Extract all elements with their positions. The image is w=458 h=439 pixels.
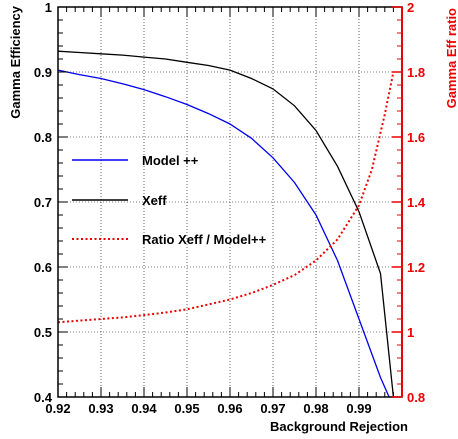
series-line-ratio — [57, 71, 395, 324]
y-tick-label: 0.4 — [34, 390, 53, 405]
x-tick-label: 0.94 — [131, 401, 157, 416]
y2-tick-label: 1 — [407, 325, 414, 340]
y2-tick-label: 1.2 — [407, 260, 425, 275]
tick-labels: 0.92 0.93 0.94 0.95 0.96 0.97 0.98 0.990.40.50.… — [34, 0, 426, 416]
x-tick-label: 0.98 — [303, 401, 328, 416]
y-tick-label: 0.5 — [34, 325, 52, 340]
x-tick-label: 0.95 — [174, 401, 199, 416]
legend-label-xeff: Xeff — [142, 193, 167, 208]
x-tick-label: 0.92 — [45, 401, 70, 416]
y-tick-label: 0.9 — [34, 65, 52, 80]
legend-label-ratio: Ratio Xeff / Model++ — [142, 232, 267, 247]
y-axis-title: Gamma Efficiency — [8, 5, 23, 118]
legend: Model ++ Xeff Ratio Xeff / Model++ — [72, 153, 267, 247]
y-tick-label: 1 — [45, 0, 52, 15]
ticks — [57, 6, 402, 398]
series-layer — [57, 50, 395, 398]
y2-tick-label: 2 — [407, 0, 414, 15]
grid — [58, 7, 402, 397]
series-line-xeff — [57, 50, 395, 398]
x-tick-label: 0.93 — [88, 401, 113, 416]
legend-label-model: Model ++ — [142, 153, 199, 168]
y2-tick-label: 1.8 — [407, 65, 425, 80]
y2-tick-label: 1.4 — [407, 195, 426, 210]
y-tick-label: 0.6 — [34, 260, 52, 275]
x-axis-title: Background Rejection — [270, 419, 408, 434]
y-tick-label: 0.7 — [34, 195, 52, 210]
x-tick-label: 0.97 — [260, 401, 285, 416]
y-tick-label: 0.8 — [34, 130, 52, 145]
x-tick-label: 0.96 — [217, 401, 242, 416]
x-tick-label: 0.99 — [346, 401, 371, 416]
y2-axis-title: Gamma Eff ratio — [444, 8, 458, 108]
y2-tick-label: 0.8 — [407, 390, 425, 405]
series-line-model — [57, 69, 390, 398]
y2-tick-label: 1.6 — [407, 130, 425, 145]
